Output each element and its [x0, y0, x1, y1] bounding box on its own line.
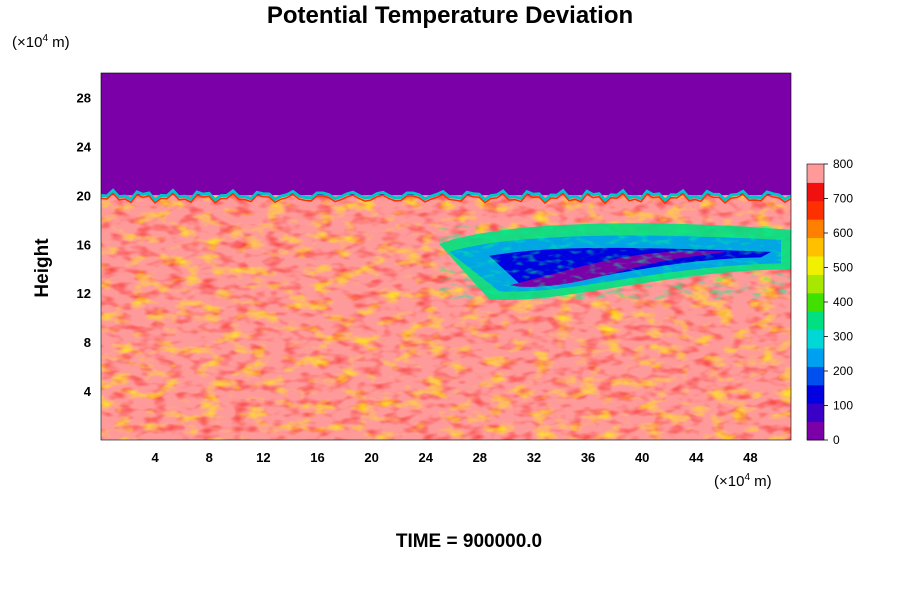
colorbar-swatch [807, 274, 824, 294]
x-tick-label: 48 [743, 450, 757, 465]
colorbar-swatch [807, 256, 824, 275]
colorbar-swatch [807, 348, 824, 367]
y-tick-label: 24 [77, 139, 92, 154]
colorbar-tick-label: 400 [833, 295, 853, 309]
layer-interface [101, 188, 791, 203]
x-tick-label: 12 [256, 450, 270, 465]
x-tick-label: 4 [152, 450, 160, 465]
colorbar-swatch [807, 237, 824, 257]
x-unit-prefix: (×10 [714, 473, 745, 490]
region-upper-layer [101, 73, 791, 196]
x-tick-label: 24 [418, 450, 433, 465]
colorbar-tick-label: 100 [833, 399, 853, 413]
colorbar-swatch [807, 366, 824, 386]
colorbar-tick-label: 0 [833, 433, 840, 447]
colorbar-tick-label: 700 [833, 192, 853, 206]
y-tick-label: 28 [77, 90, 91, 105]
colorbar-swatch [807, 182, 824, 202]
colorbar-tick-label: 600 [833, 226, 853, 240]
x-unit-exponent: 4 [744, 472, 751, 483]
y-tick-label: 20 [77, 188, 91, 203]
y-tick-label: 16 [77, 237, 91, 252]
region-cold-anomaly [439, 223, 791, 300]
y-axis-unit: (×104 m) [12, 33, 70, 51]
colorbar-swatch [807, 219, 824, 239]
x-tick-label: 44 [689, 450, 704, 465]
colorbar-tick-label: 500 [833, 261, 853, 275]
chart-title: Potential Temperature Deviation [266, 2, 634, 29]
colorbar-swatch [807, 421, 824, 441]
colorbar-swatch [807, 403, 824, 423]
x-tick-label: 36 [581, 450, 595, 465]
x-tick-label: 16 [310, 450, 324, 465]
x-tick-label: 28 [473, 450, 487, 465]
colorbar-swatch [807, 329, 824, 349]
colorbar-tick-label: 800 [833, 157, 853, 171]
y-axis-label: Height [32, 238, 53, 298]
x-unit-suffix: m) [750, 473, 772, 490]
time-label: TIME = 900000.0 [395, 531, 543, 552]
x-axis-unit: (×104 m) [714, 472, 772, 490]
colorbar: 0 100 200 300 400 500 600 700 800 [806, 157, 853, 447]
colorbar-swatch [807, 311, 824, 331]
y-unit-suffix: m) [48, 34, 70, 51]
y-unit-prefix: (×10 [12, 34, 43, 51]
x-tick-label: 8 [206, 450, 213, 465]
x-tick-label: 32 [527, 450, 541, 465]
colorbar-tick-label: 300 [833, 330, 853, 344]
y-tick-label: 8 [84, 335, 91, 350]
y-unit-exponent: 4 [42, 33, 49, 44]
plot-frame [100, 72, 792, 441]
y-tick-label: 12 [77, 286, 91, 301]
colorbar-tick-label: 200 [833, 364, 853, 378]
colorbar-swatch [807, 384, 824, 404]
x-tick-label: 20 [364, 450, 378, 465]
colorbar-swatch [807, 292, 824, 312]
x-tick-label: 40 [635, 450, 649, 465]
colorbar-swatch [807, 164, 824, 183]
y-tick-label: 4 [84, 384, 92, 399]
colorbar-swatch [807, 200, 824, 220]
